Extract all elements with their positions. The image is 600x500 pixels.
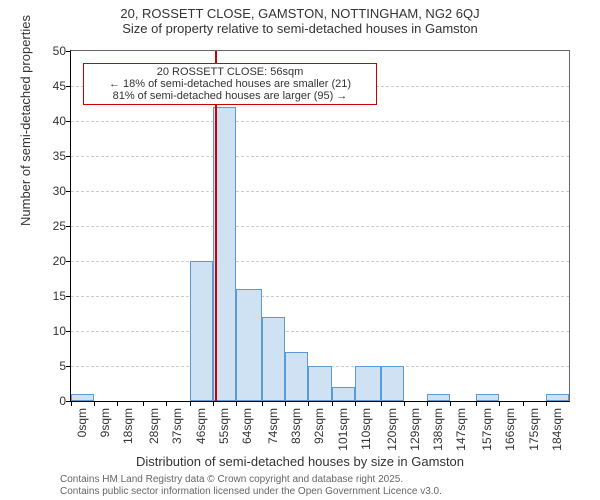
x-tick-mark — [381, 402, 382, 406]
x-tick-label: 129sqm — [408, 408, 422, 451]
x-tick-label: 101sqm — [336, 408, 350, 451]
y-tick-label: 10 — [44, 324, 66, 338]
callout-line-2: ← 18% of semi-detached houses are smalle… — [90, 78, 370, 90]
histogram-bar — [190, 261, 213, 401]
x-tick-mark — [213, 402, 214, 406]
gridline — [71, 226, 569, 227]
x-tick-label: 147sqm — [454, 408, 468, 451]
gridline — [71, 121, 569, 122]
x-tick-mark — [404, 402, 405, 406]
x-tick-mark — [236, 402, 237, 406]
chart-title-main: 20, ROSSETT CLOSE, GAMSTON, NOTTINGHAM, … — [0, 0, 600, 21]
x-tick-mark — [499, 402, 500, 406]
y-tick-label: 5 — [44, 359, 66, 373]
y-tick-mark — [66, 86, 70, 87]
x-tick-label: 0sqm — [75, 408, 89, 437]
x-tick-mark — [94, 402, 95, 406]
x-tick-label: 37sqm — [170, 408, 184, 444]
x-tick-mark — [190, 402, 191, 406]
y-tick-mark — [66, 51, 70, 52]
x-tick-label: 120sqm — [385, 408, 399, 451]
x-tick-label: 9sqm — [98, 408, 112, 437]
y-tick-mark — [66, 296, 70, 297]
y-tick-label: 50 — [44, 44, 66, 58]
x-tick-mark — [476, 402, 477, 406]
y-tick-mark — [66, 121, 70, 122]
gridline — [71, 331, 569, 332]
x-tick-label: 184sqm — [550, 408, 564, 451]
x-tick-label: 110sqm — [359, 408, 373, 450]
x-tick-mark — [355, 402, 356, 406]
y-tick-mark — [66, 331, 70, 332]
x-tick-mark — [308, 402, 309, 406]
x-tick-mark — [523, 402, 524, 406]
y-tick-label: 15 — [44, 289, 66, 303]
x-tick-label: 138sqm — [431, 408, 445, 451]
property-size-histogram: 20, ROSSETT CLOSE, GAMSTON, NOTTINGHAM, … — [0, 0, 600, 500]
histogram-bar — [332, 387, 355, 401]
plot-area: 20 ROSSETT CLOSE: 56sqm ← 18% of semi-de… — [70, 50, 570, 402]
histogram-bar — [476, 394, 499, 401]
x-tick-label: 28sqm — [147, 408, 161, 444]
histogram-bar — [381, 366, 404, 401]
callout-line-3: 81% of semi-detached houses are larger (… — [90, 90, 370, 102]
y-tick-label: 0 — [44, 394, 66, 408]
histogram-bar — [308, 366, 331, 401]
x-tick-mark — [450, 402, 451, 406]
chart-title-sub: Size of property relative to semi-detach… — [0, 21, 600, 40]
x-tick-mark — [143, 402, 144, 406]
x-tick-mark — [117, 402, 118, 406]
footer-line-2: Contains public sector information licen… — [60, 486, 442, 498]
histogram-bar — [236, 289, 262, 401]
x-tick-label: 55sqm — [217, 408, 231, 444]
x-tick-label: 175sqm — [527, 408, 541, 451]
histogram-bar — [71, 394, 94, 401]
y-tick-mark — [66, 191, 70, 192]
histogram-bar — [355, 366, 381, 401]
y-tick-mark — [66, 226, 70, 227]
x-tick-mark — [427, 402, 428, 406]
y-tick-mark — [66, 261, 70, 262]
y-tick-label: 20 — [44, 254, 66, 268]
y-tick-label: 30 — [44, 184, 66, 198]
x-tick-label: 83sqm — [289, 408, 303, 444]
y-tick-mark — [66, 156, 70, 157]
x-tick-mark — [71, 402, 72, 406]
y-axis-title: Number of semi-detached properties — [18, 15, 33, 226]
x-axis-title: Distribution of semi-detached houses by … — [0, 454, 600, 469]
x-tick-label: 18sqm — [121, 408, 135, 444]
gridline — [71, 156, 569, 157]
histogram-bar — [262, 317, 285, 401]
x-tick-label: 157sqm — [480, 408, 494, 451]
histogram-bar — [546, 394, 569, 401]
callout-line-1: 20 ROSSETT CLOSE: 56sqm — [90, 66, 370, 78]
x-tick-mark — [285, 402, 286, 406]
y-tick-label: 25 — [44, 219, 66, 233]
x-tick-mark — [262, 402, 263, 406]
y-tick-label: 40 — [44, 114, 66, 128]
x-tick-label: 64sqm — [240, 408, 254, 444]
gridline — [71, 296, 569, 297]
histogram-bar — [427, 394, 450, 401]
y-tick-mark — [66, 401, 70, 402]
callout-box: 20 ROSSETT CLOSE: 56sqm ← 18% of semi-de… — [83, 63, 377, 105]
x-tick-mark — [546, 402, 547, 406]
y-tick-label: 45 — [44, 79, 66, 93]
x-tick-label: 74sqm — [266, 408, 280, 444]
y-tick-label: 35 — [44, 149, 66, 163]
y-tick-mark — [66, 366, 70, 367]
gridline — [71, 191, 569, 192]
chart-footer: Contains HM Land Registry data © Crown c… — [60, 474, 442, 498]
x-tick-label: 46sqm — [194, 408, 208, 444]
footer-line-1: Contains HM Land Registry data © Crown c… — [60, 474, 442, 486]
x-tick-mark — [332, 402, 333, 406]
histogram-bar — [285, 352, 308, 401]
x-tick-mark — [166, 402, 167, 406]
gridline — [71, 261, 569, 262]
x-tick-label: 92sqm — [312, 408, 326, 444]
x-tick-label: 166sqm — [503, 408, 517, 451]
